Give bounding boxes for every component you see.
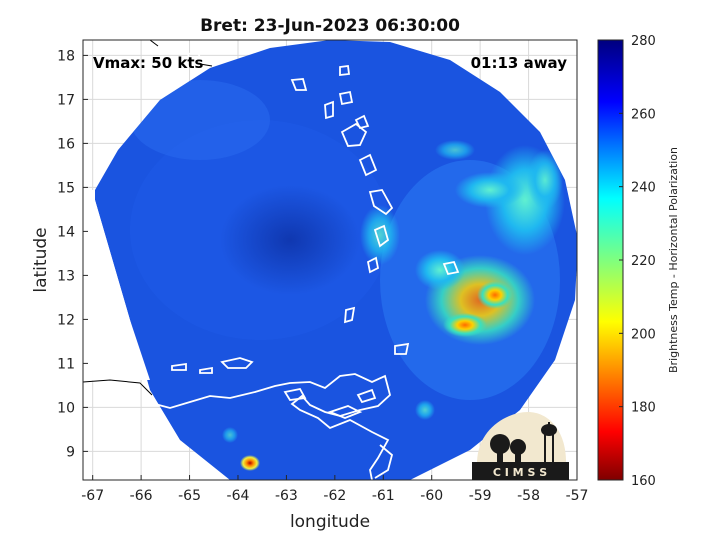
- x-tick-label: -64: [227, 488, 250, 504]
- x-tick-label: -63: [275, 488, 298, 504]
- time-away-annotation: 01:13 away: [471, 54, 568, 72]
- vmax-annotation: Vmax: 50 kts: [93, 54, 203, 72]
- colorbar-tick-label: 180: [631, 401, 656, 416]
- cimss-logo: C I M S S: [472, 412, 569, 480]
- figure-title: Bret: 23-Jun-2023 06:30:00: [200, 16, 460, 36]
- x-tick-label: -57: [566, 488, 589, 504]
- x-tick-label: -66: [130, 488, 153, 504]
- y-tick-label: 12: [57, 312, 75, 328]
- colorbar: 160 180 200 220 240 260 280 Brightness Temp - …: [597, 34, 680, 489]
- cimss-logo-text: C I M S S: [493, 466, 547, 479]
- x-tick-label: -59: [469, 488, 492, 504]
- colorbar-label: Brightness Temp - Horizontal Polarizatio…: [667, 147, 680, 373]
- y-tick-label: 14: [57, 224, 75, 240]
- coastlines: [83, 40, 460, 480]
- colorbar-tick-label: 220: [631, 254, 656, 269]
- y-tick-label: 10: [57, 400, 75, 416]
- x-tick-label: -61: [372, 488, 395, 504]
- colorbar-tick-label: 160: [631, 474, 656, 489]
- y-tick-label: 13: [57, 268, 75, 284]
- colorbar-tick-label: 280: [631, 34, 656, 49]
- x-tick-label: -58: [517, 488, 540, 504]
- y-tick-label: 16: [57, 136, 75, 152]
- y-tick-label: 18: [57, 48, 75, 64]
- y-axis-label: latitude: [31, 227, 51, 292]
- colorbar-tick-label: 260: [631, 107, 656, 122]
- y-axis-ticks: 9 10 11 12 13 14 15 16 17 18: [57, 48, 88, 460]
- y-tick-label: 11: [57, 356, 75, 372]
- colorbar-tick-label: 200: [631, 327, 656, 342]
- y-tick-label: 9: [66, 444, 75, 460]
- x-tick-label: -67: [81, 488, 104, 504]
- colorbar-ticks: 160 180 200 220 240 260 280: [619, 34, 656, 489]
- y-tick-label: 17: [57, 92, 75, 108]
- x-tick-label: -62: [323, 488, 346, 504]
- x-tick-label: -65: [178, 488, 201, 504]
- colorbar-gradient: [597, 39, 624, 481]
- colorbar-tick-label: 240: [631, 181, 656, 196]
- x-axis-ticks: -67 -66 -65 -64 -63 -62 -61 -60 -59 -58 -57: [81, 475, 588, 504]
- x-axis-label: longitude: [290, 512, 370, 532]
- axes-box: [82, 39, 578, 481]
- y-tick-label: 15: [57, 180, 75, 196]
- x-tick-label: -60: [420, 488, 443, 504]
